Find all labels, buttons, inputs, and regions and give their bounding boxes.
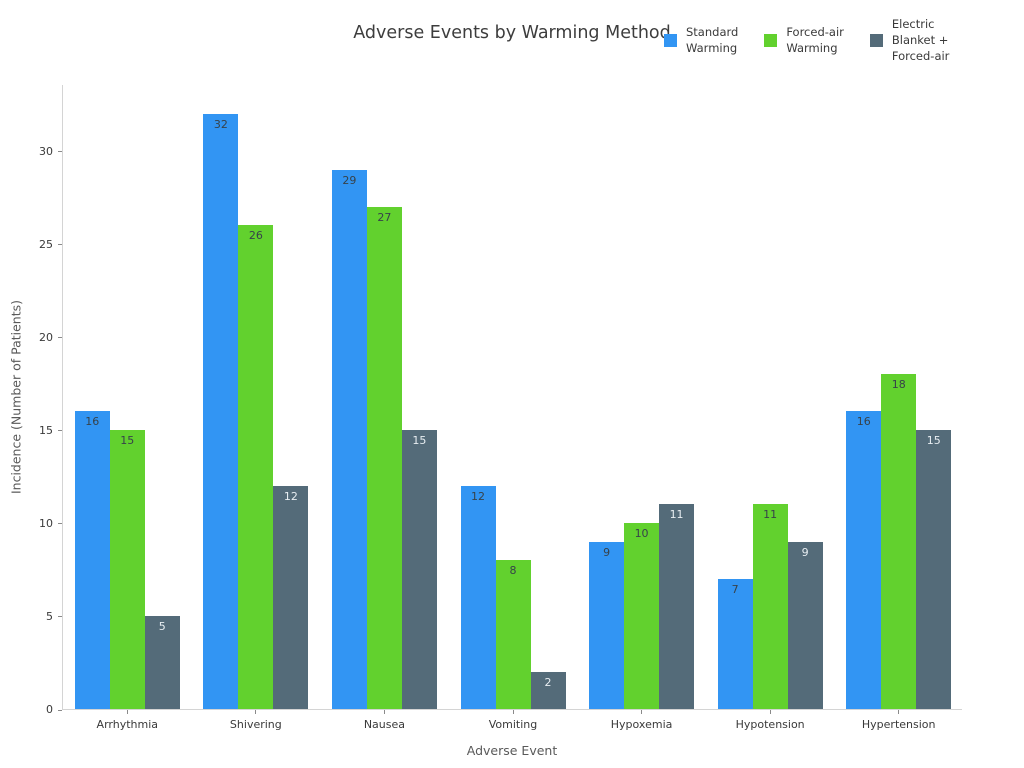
bar-value-label: 18 <box>891 378 906 392</box>
x-axis-tick-label-hypoxemia: Hypoxemia <box>610 718 673 731</box>
bar-value-label: 9 <box>603 545 611 559</box>
x-axis-tick-label-arrhythmia: Arrhythmia <box>96 718 159 731</box>
y-axis-tick-label: 25 <box>39 237 53 251</box>
bar-value-label: 15 <box>412 433 427 447</box>
y-axis-tick-mark <box>58 616 62 618</box>
legend-swatch-forced-air-warming <box>764 33 778 47</box>
bar-hypertension-series-2: 15 <box>916 429 952 709</box>
bar-value-label: 27 <box>377 210 392 224</box>
bar-value-label: 16 <box>856 415 871 429</box>
y-axis-tick-mark <box>58 244 62 246</box>
bar-arrhythmia-series-1: 15 <box>109 429 145 709</box>
x-axis-tick-label-vomiting: Vomiting <box>488 718 538 731</box>
bar-value-label: 15 <box>120 433 135 447</box>
bar-vomiting-series-0: 12 <box>460 485 496 709</box>
bar-value-label: 7 <box>731 582 739 596</box>
bar-value-label: 10 <box>634 527 649 540</box>
legend: Standard Warming Forced-air Warming Elec… <box>664 16 949 64</box>
legend-item-forced-air-warming: Forced-air Warming <box>764 24 844 56</box>
bar-value-label: 32 <box>213 117 228 131</box>
y-axis-tick-mark <box>58 523 62 525</box>
x-axis-tick-mark <box>126 710 128 714</box>
bar-vomiting-series-2: 2 <box>530 671 566 709</box>
bar-nausea-series-1: 27 <box>366 206 402 709</box>
bar-hypotension-series-1: 11 <box>752 504 788 709</box>
legend-swatch-standard-warming <box>664 33 677 47</box>
y-axis-tick-label: 30 <box>39 144 53 158</box>
y-axis-tick-label: 15 <box>39 423 53 437</box>
bar-value-label: 26 <box>248 229 263 243</box>
bar-hypertension-series-0: 16 <box>846 411 882 709</box>
legend-label-forced-air-warming: Forced-air Warming <box>786 25 844 55</box>
bar-nausea-series-2: 15 <box>401 429 437 709</box>
bar-value-label: 8 <box>509 564 517 578</box>
x-axis-tick-mark <box>255 710 257 714</box>
x-axis-tick-label-shivering: Shivering <box>229 718 282 731</box>
legend-swatch-electric-blanket-forced-air <box>869 33 883 47</box>
bar-value-label: 15 <box>926 433 941 447</box>
y-axis-title: Incidence (Number of Patients) <box>8 299 24 495</box>
legend-item-electric-blanket-forced-air: Electric Blanket + Forced-air <box>869 16 950 64</box>
legend-item-standard-warming: Standard Warming <box>664 24 738 56</box>
bar-shivering-series-0: 32 <box>203 113 239 709</box>
legend-label-standard-warming: Standard Warming <box>686 25 739 55</box>
bar-arrhythmia-series-0: 16 <box>74 411 110 709</box>
y-axis-tick-label: 20 <box>39 330 53 344</box>
y-axis-tick-mark <box>58 430 62 432</box>
legend-label-electric-blanket-forced-air: Electric Blanket + Forced-air <box>891 17 950 63</box>
chart-title: Adverse Events by Warming Method <box>353 23 671 43</box>
y-axis-tick-label: 0 <box>46 703 53 716</box>
bar-value-label: 29 <box>342 173 357 187</box>
bar-hypoxemia-series-2: 11 <box>659 504 695 709</box>
bar-value-label: 12 <box>283 489 298 503</box>
x-axis-tick-mark <box>383 710 385 714</box>
bar-value-label: 12 <box>471 489 485 503</box>
y-axis-tick-mark <box>58 337 62 339</box>
plot-area: 0 5 10 15 20 25 30 16 15 5 Arrhythmia 32 26 12 Shiveri… <box>39 85 962 731</box>
x-axis-title: Adverse Event <box>466 743 558 758</box>
bar-hypertension-series-1: 18 <box>881 374 917 709</box>
bar-value-label: 9 <box>801 545 809 559</box>
bar-vomiting-series-1: 8 <box>495 560 531 709</box>
x-axis-tick-label-nausea: Nausea <box>363 718 406 731</box>
bar-hypoxemia-series-1: 10 <box>624 523 660 709</box>
x-axis-tick-mark <box>512 710 514 714</box>
bar-value-label: 2 <box>544 675 552 689</box>
bar-value-label: 11 <box>669 508 684 522</box>
bar-arrhythmia-series-2: 5 <box>144 616 180 709</box>
x-axis-tick-label-hypertension: Hypertension <box>861 718 936 731</box>
bar-shivering-series-1: 26 <box>238 225 274 709</box>
bar-value-label: 11 <box>763 508 778 522</box>
bar-shivering-series-2: 12 <box>273 485 309 709</box>
y-axis-tick-mark <box>58 151 62 153</box>
y-axis-tick-mark <box>58 709 62 711</box>
bar-hypotension-series-2: 9 <box>787 541 823 709</box>
y-axis-tick-label: 10 <box>39 516 53 530</box>
bar-hypotension-series-0: 7 <box>717 578 753 709</box>
y-axis-tick-label: 5 <box>46 609 53 623</box>
x-axis-tick-mark <box>641 710 643 714</box>
x-axis-tick-label-hypotension: Hypotension <box>735 718 805 731</box>
bar-hypoxemia-series-0: 9 <box>589 541 625 709</box>
bar-value-label: 5 <box>158 620 166 633</box>
x-axis-tick-mark <box>898 710 900 714</box>
x-axis-tick-mark <box>769 710 771 714</box>
bar-value-label: 16 <box>85 415 100 429</box>
bar-nausea-series-0: 29 <box>331 169 367 709</box>
